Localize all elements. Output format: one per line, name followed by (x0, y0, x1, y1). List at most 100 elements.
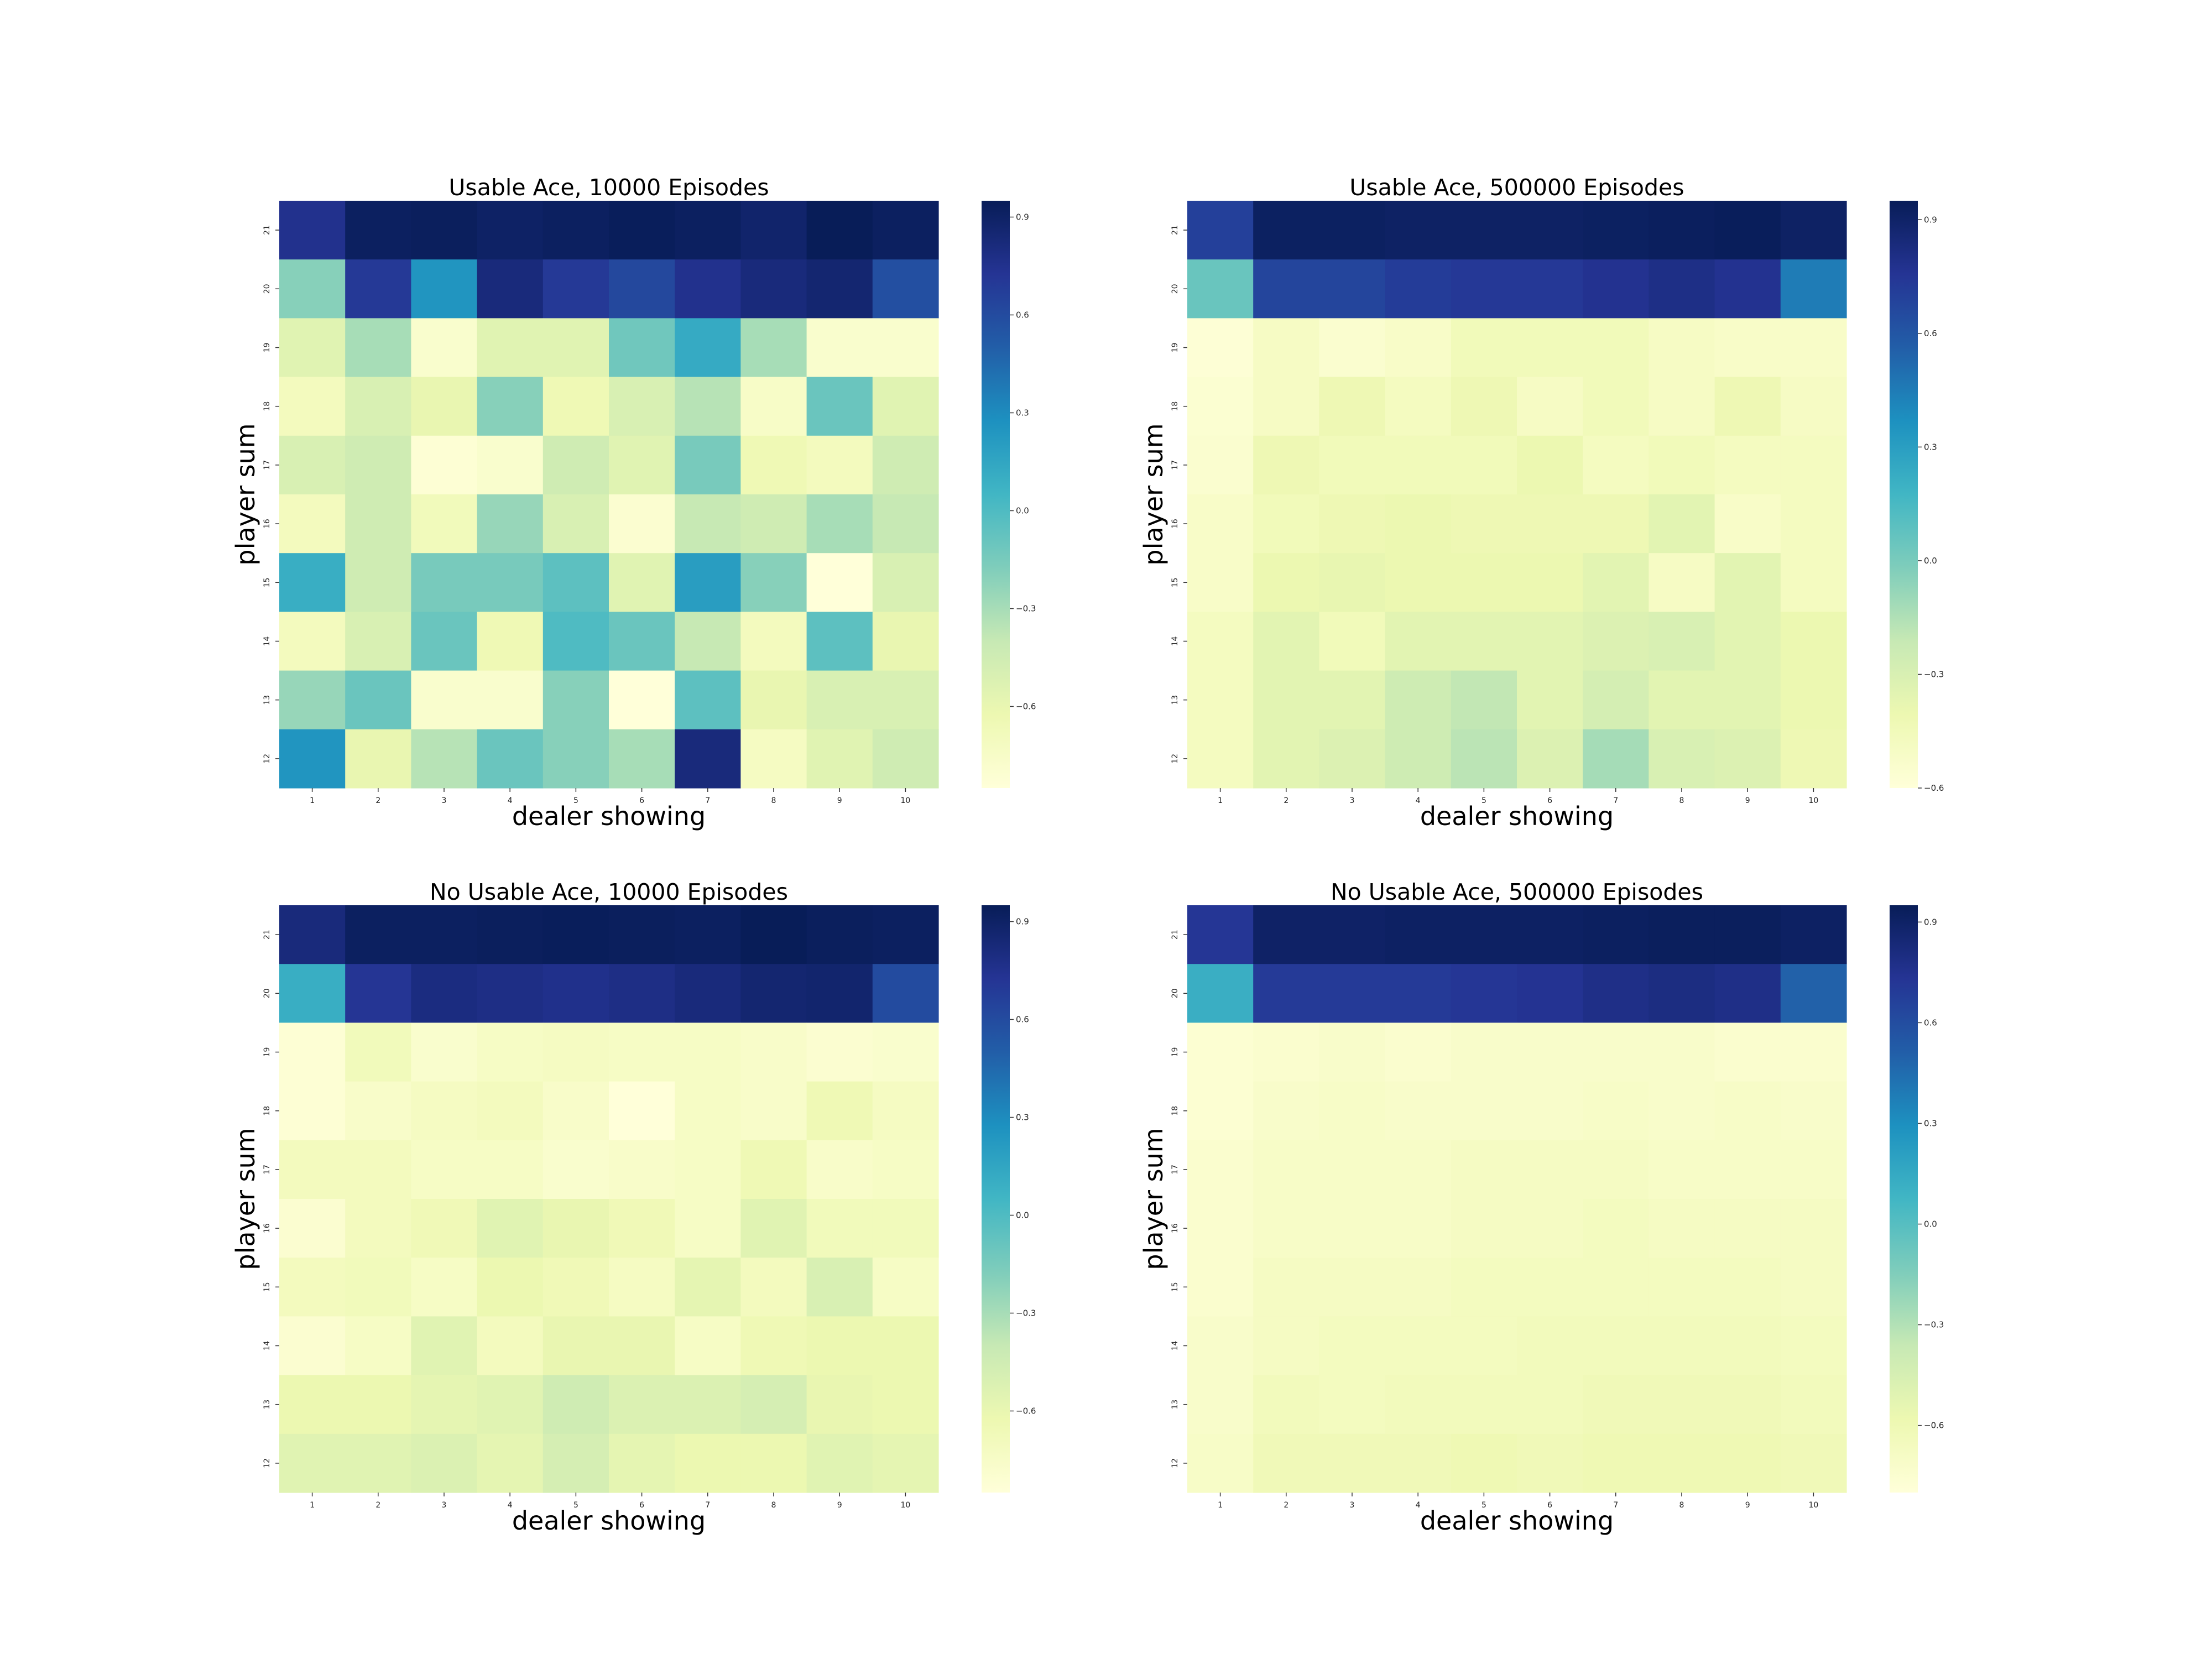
colorbar-tick-label: 0.9 (1924, 917, 1937, 927)
y-tick-label: 16 (1171, 519, 1180, 529)
heatmap-cell (675, 905, 741, 964)
heatmap-cell (1780, 435, 1847, 495)
panel-title: Usable Ace, 10000 Episodes (448, 174, 769, 201)
heatmap-cell (1648, 1433, 1715, 1493)
heatmap-cell (542, 435, 609, 495)
heatmap-cell (806, 1022, 873, 1082)
heatmap-cell (609, 1081, 675, 1141)
heatmap-cell (1385, 201, 1452, 260)
heatmap-cell (872, 1140, 939, 1199)
y-tick-label: 16 (1171, 1223, 1180, 1233)
heatmap-cell (872, 612, 939, 671)
heatmap-cell (675, 670, 741, 730)
y-tick-label: 21 (263, 225, 272, 235)
heatmap-cell (1517, 259, 1583, 319)
heatmap-cell (542, 1258, 609, 1317)
heatmap-cell (477, 905, 544, 964)
heatmap-cell (872, 905, 939, 964)
heatmap-cell (1451, 1022, 1517, 1082)
heatmap-cell (1253, 1199, 1319, 1258)
x-tick-label: 8 (771, 1501, 776, 1510)
heatmap-cell (411, 1081, 478, 1141)
x-tick-label: 6 (639, 796, 644, 805)
heatmap-cell (1714, 435, 1781, 495)
heatmap-cell (477, 1316, 544, 1376)
x-tick-label: 9 (1745, 1501, 1750, 1510)
colorbar: 0.9 0.6 0.3 0.0 −0.3 −0.6 (982, 905, 1036, 1493)
heatmap-cell (279, 1140, 346, 1199)
heatmap-cell (477, 318, 544, 378)
y-tick-label: 16 (263, 519, 272, 529)
heatmap-cell (1385, 612, 1452, 671)
heatmap-cell (1714, 318, 1781, 378)
heatmap-cell (1780, 1316, 1847, 1376)
heatmap-cell (279, 1433, 346, 1493)
heatmap-cell (1385, 905, 1452, 964)
x-tick-label: 4 (1416, 1501, 1421, 1510)
heatmap-cell (1319, 1199, 1386, 1258)
heatmap-cell (872, 318, 939, 378)
heatmap-cell (1648, 1375, 1715, 1434)
heatmap-cell (1319, 964, 1386, 1023)
colorbar-tick-label: 0.6 (1016, 1015, 1029, 1025)
heatmap-cell (806, 1140, 873, 1199)
heatmap-cell (411, 1433, 478, 1493)
heatmap-cell (1648, 964, 1715, 1023)
colorbar-gradient (1890, 905, 1918, 1493)
heatmap-cell (345, 1022, 411, 1082)
heatmap-cell (1648, 729, 1715, 789)
heatmap-cell (542, 964, 609, 1023)
x-tick-label: 9 (837, 796, 842, 805)
heatmap-cell (1385, 553, 1452, 612)
heatmap-cell (411, 670, 478, 730)
y-tick-label: 12 (1171, 754, 1180, 764)
heatmap-cell (609, 1258, 675, 1317)
heatmap-cell (1253, 1022, 1319, 1082)
heatmap-cell (411, 964, 478, 1023)
heatmap-cell (740, 259, 807, 319)
heatmap-cell (411, 905, 478, 964)
heatmap-cell (1648, 905, 1715, 964)
heatmap-cell (1253, 494, 1319, 554)
heatmap-cell (279, 612, 346, 671)
heatmap-cell (1187, 729, 1254, 789)
heatmap-cell (1648, 377, 1715, 436)
heatmap-cell (675, 494, 741, 554)
y-tick-label: 20 (263, 988, 272, 998)
heatmap-cell (1319, 435, 1386, 495)
heatmap-cell (609, 1375, 675, 1434)
heatmap-cell (1451, 494, 1517, 554)
heatmap-cell (1319, 201, 1386, 260)
heatmap-cell (1187, 553, 1254, 612)
heatmap-cell (1583, 435, 1649, 495)
x-tick-label: 1 (310, 796, 315, 805)
heatmap-cell (1780, 259, 1847, 319)
heatmap-cell (1253, 612, 1319, 671)
heatmap-cell (806, 201, 873, 260)
heatmap-cell (1583, 318, 1649, 378)
panel-title: Usable Ace, 500000 Episodes (1349, 174, 1684, 201)
heatmap-cell (1583, 553, 1649, 612)
heatmap-cell (345, 1258, 411, 1317)
x-tick-label: 5 (1481, 1501, 1486, 1510)
heatmap-cell (1385, 318, 1452, 378)
heatmap-cell (1187, 1081, 1254, 1141)
x-tick-label: 3 (442, 796, 447, 805)
heatmap-cell (542, 1375, 609, 1434)
heatmap-cell (872, 259, 939, 319)
heatmap-cell (411, 377, 478, 436)
heatmap-cell (740, 905, 807, 964)
heatmap-cell (411, 1022, 478, 1082)
heatmap-cell (411, 729, 478, 789)
y-axis-label: player sum (1139, 423, 1168, 565)
heatmap-cell (1583, 964, 1649, 1023)
heatmap-cell (1780, 201, 1847, 260)
y-tick-label: 19 (1171, 343, 1180, 353)
heatmap-cells (279, 201, 939, 789)
y-tick-label: 21 (1171, 930, 1180, 940)
heatmap-cell (609, 259, 675, 319)
panel-title: No Usable Ace, 10000 Episodes (430, 879, 788, 905)
heatmap-cell (1187, 1375, 1254, 1434)
heatmap-cell (1714, 670, 1781, 730)
